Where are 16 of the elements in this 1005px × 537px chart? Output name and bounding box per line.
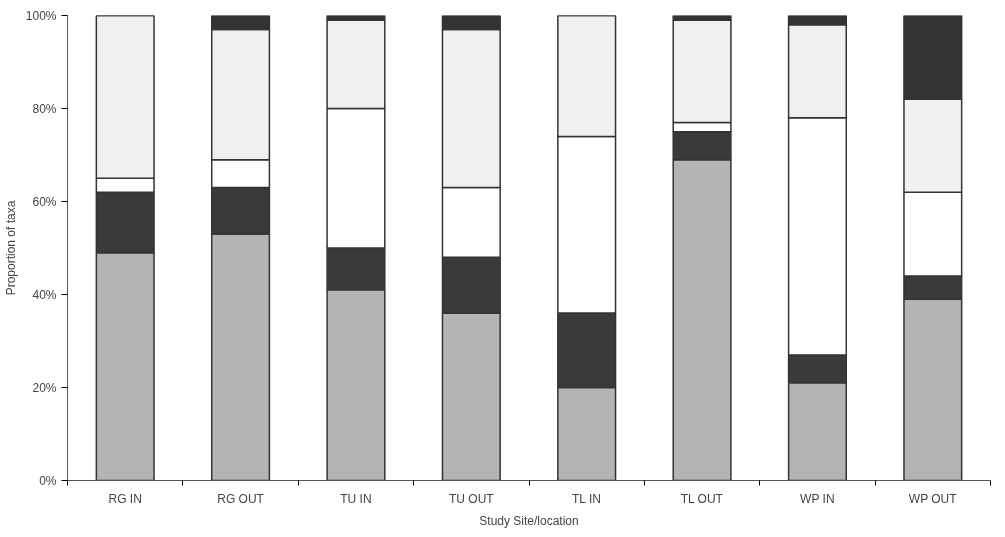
y-tick-label: 20% — [32, 380, 57, 395]
x-tick-label: TU IN — [340, 491, 372, 506]
y-tick-label: 60% — [32, 194, 57, 209]
x-axis-title: Study Site/location — [479, 513, 579, 528]
x-tick-label: TL OUT — [680, 491, 724, 506]
y-tick-label: 0% — [39, 473, 57, 488]
x-tick-label: WP OUT — [908, 491, 958, 506]
x-tick-label: TL IN — [572, 491, 601, 506]
x-tick-label: TU OUT — [448, 491, 495, 506]
x-tick-label: RG OUT — [217, 491, 265, 506]
y-tick-label: 40% — [32, 287, 57, 302]
y-tick-label: 100% — [25, 8, 57, 23]
y-axis-title: Proportion of taxa — [3, 200, 18, 296]
y-tick-label: 80% — [32, 101, 57, 116]
x-tick-label: RG IN — [108, 491, 142, 506]
x-tick-label: WP IN — [800, 491, 835, 506]
